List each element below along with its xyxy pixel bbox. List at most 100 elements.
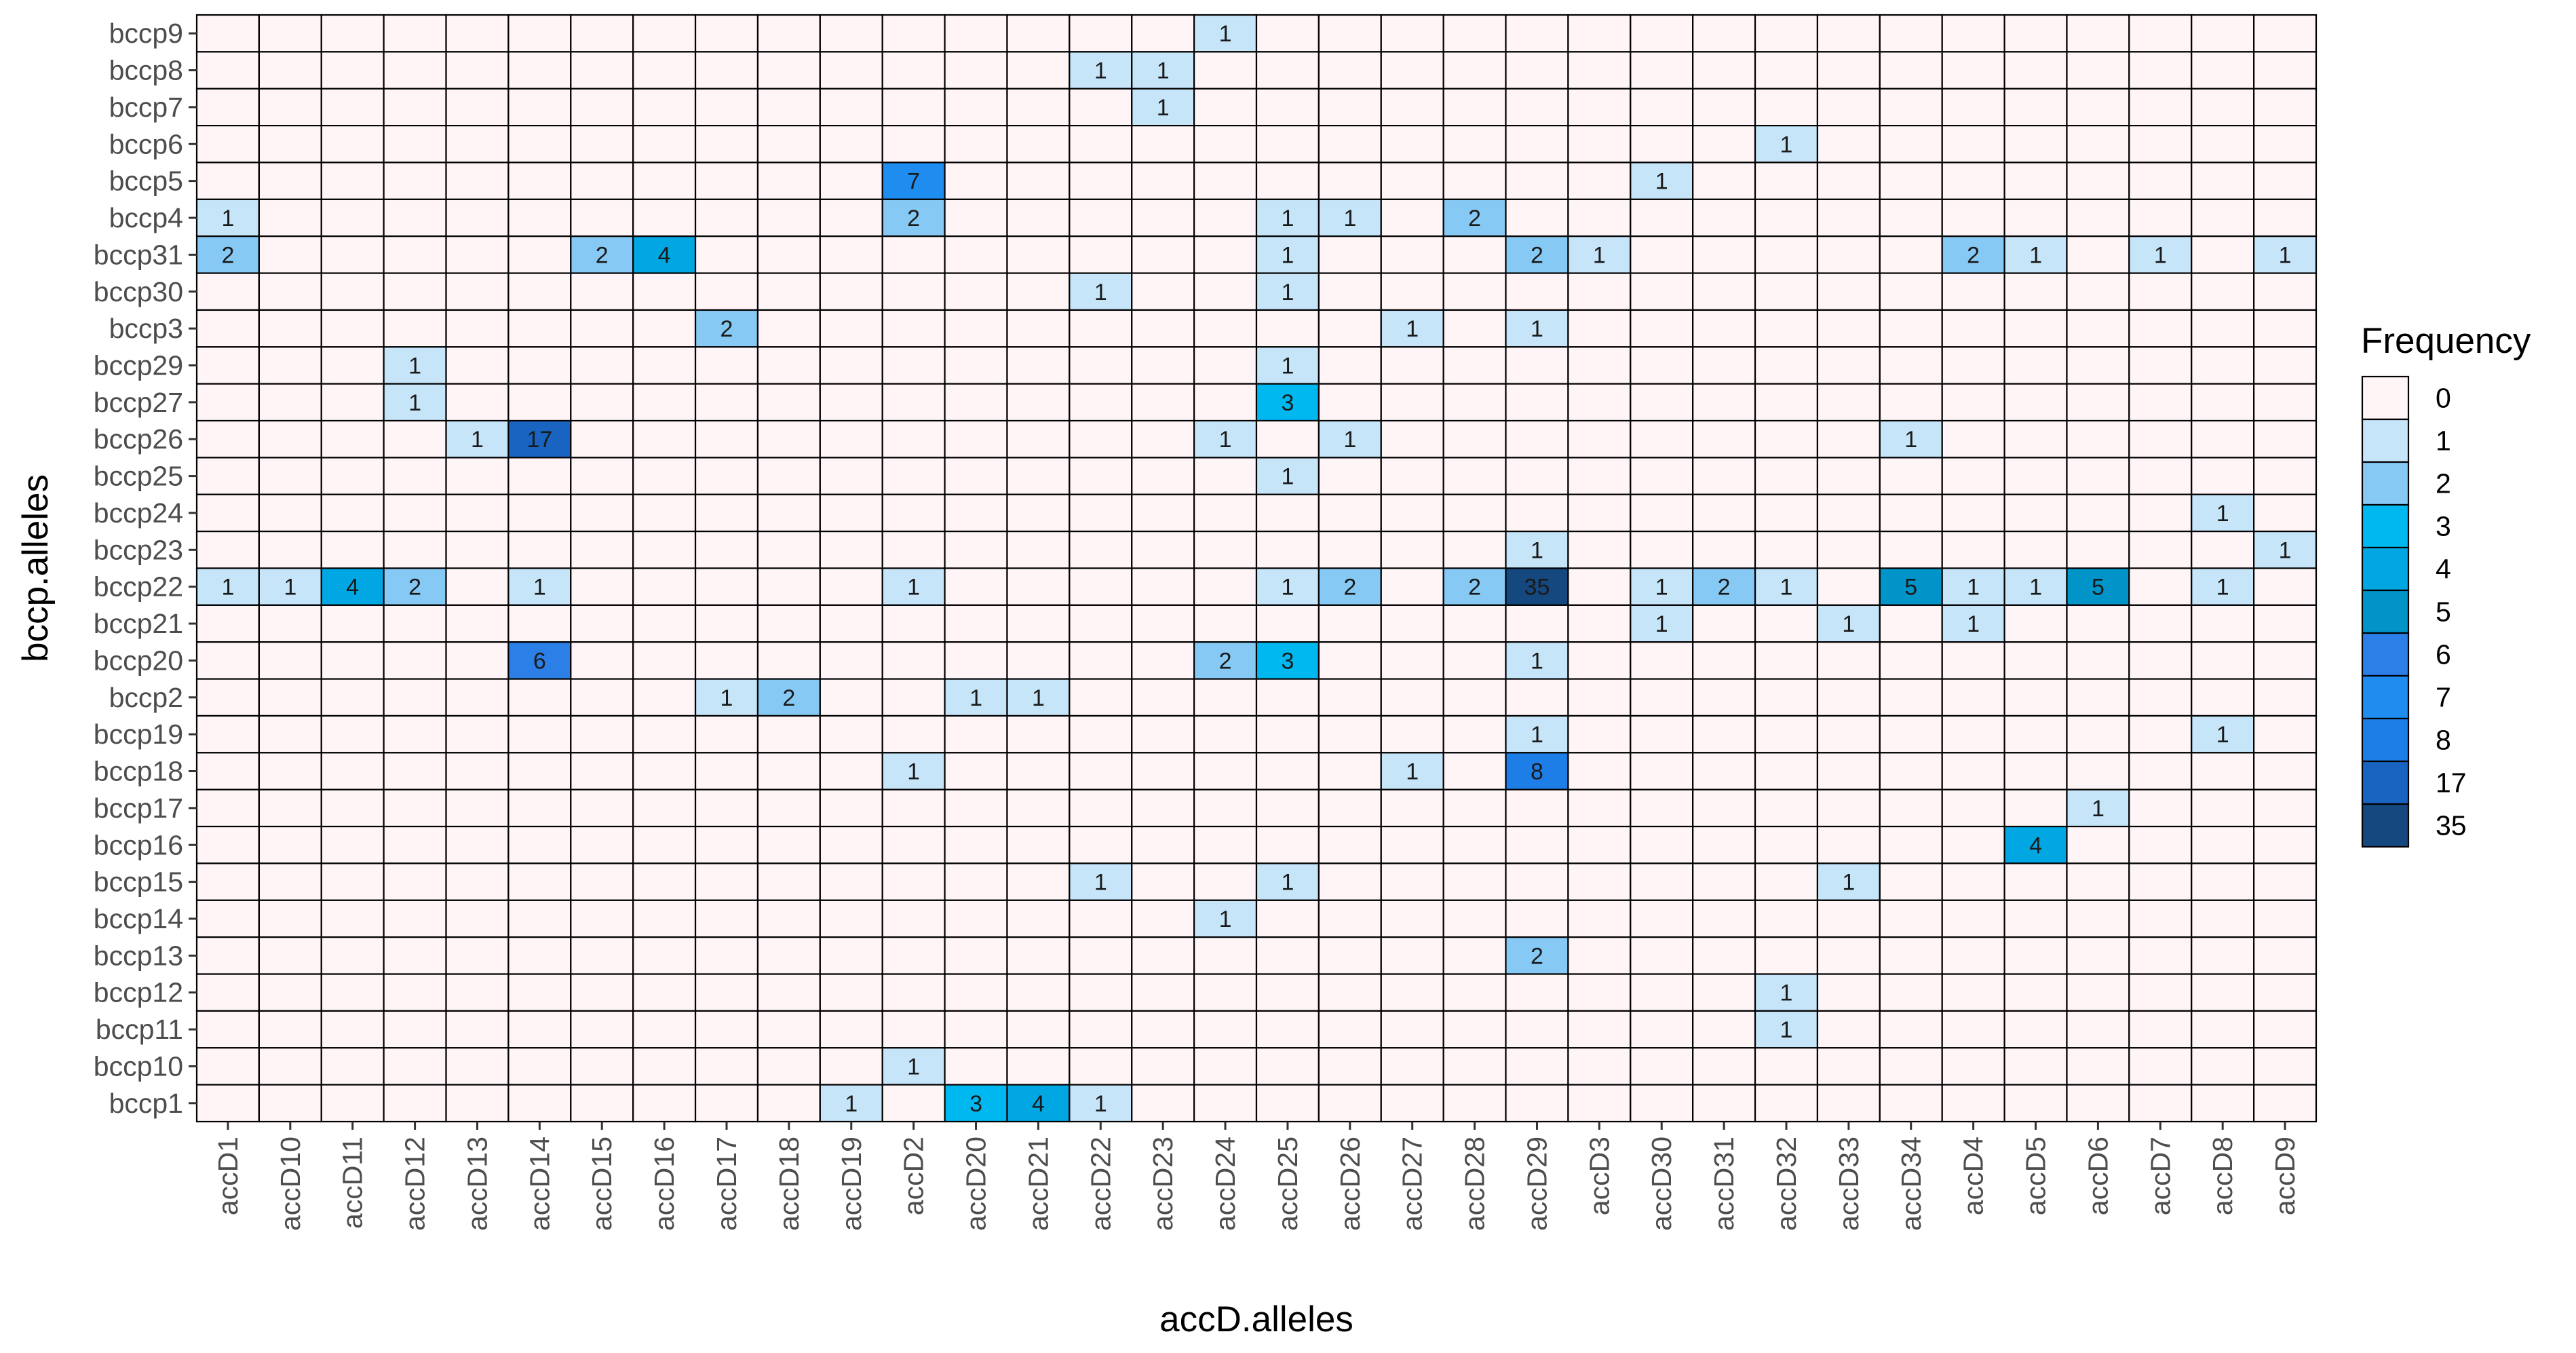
- heatmap-cell: [1941, 88, 2005, 127]
- heatmap-cell: [1630, 899, 1694, 938]
- heatmap-cell: [819, 419, 883, 459]
- cell-value-label: 1: [845, 1091, 858, 1117]
- y-tick-label: bccp5: [109, 166, 183, 197]
- x-tick-label: accD30: [1646, 1137, 1677, 1231]
- heatmap-cell: [2066, 936, 2130, 975]
- heatmap-cell: [1069, 641, 1133, 680]
- heatmap-cell: [1255, 714, 1320, 754]
- heatmap-cell: [1879, 161, 1943, 200]
- heatmap-cell: [2128, 161, 2193, 200]
- heatmap-cell: [1754, 936, 1819, 975]
- heatmap-cell: [1505, 752, 1569, 790]
- heatmap-cell: [1006, 531, 1071, 569]
- heatmap-cell: [756, 1010, 821, 1049]
- heatmap-cell: [632, 936, 697, 975]
- heatmap-cell: [445, 936, 510, 975]
- heatmap-cell: [1380, 493, 1444, 533]
- heatmap-cell: [1754, 825, 1819, 864]
- heatmap-cell: [570, 788, 634, 828]
- heatmap-cell: [1442, 309, 1507, 348]
- heatmap-cell: [507, 788, 572, 828]
- heatmap-cell: [1692, 309, 1756, 348]
- heatmap-cell: [258, 714, 322, 754]
- heatmap-cell: [1505, 788, 1569, 828]
- heatmap-cell: [1131, 936, 1195, 975]
- heatmap-cell: [1816, 51, 1881, 90]
- heatmap-cell: [1006, 678, 1071, 717]
- heatmap-cell: [445, 678, 510, 717]
- heatmap-cell: [1442, 1084, 1507, 1123]
- heatmap-cell: [2066, 419, 2130, 459]
- heatmap-cell: [507, 14, 572, 53]
- heatmap-cell: [2253, 309, 2318, 348]
- heatmap-cell: [570, 419, 634, 459]
- heatmap-cell: [1692, 346, 1756, 385]
- heatmap-cell: [258, 235, 322, 274]
- heatmap-cell: [1069, 235, 1133, 274]
- heatmap-cell: [258, 88, 322, 127]
- heatmap-cell: [2003, 419, 2068, 459]
- heatmap-cell: [1816, 235, 1881, 274]
- heatmap-cell: [1442, 493, 1507, 533]
- heatmap-cell: [1442, 714, 1507, 754]
- heatmap-cell: [632, 346, 697, 385]
- heatmap-cell: [1941, 272, 2005, 311]
- heatmap-cell: [1505, 51, 1569, 90]
- heatmap-cell: [694, 419, 759, 459]
- heatmap-cell: [1567, 641, 1632, 680]
- heatmap-cell: [195, 51, 260, 90]
- heatmap-cell: [1069, 272, 1133, 311]
- heatmap-cell: [1879, 678, 1943, 717]
- heatmap-cell: [445, 567, 510, 606]
- heatmap-cell: [1567, 678, 1632, 717]
- heatmap-cell: [1816, 125, 1881, 164]
- heatmap-cell: [1692, 1047, 1756, 1086]
- heatmap-cell: [445, 788, 510, 828]
- heatmap-cell: [1630, 272, 1694, 311]
- heatmap-cell: [756, 125, 821, 164]
- heatmap-cell: [320, 1010, 385, 1049]
- heatmap-cell: [1380, 125, 1444, 164]
- heatmap-cell: [1816, 825, 1881, 864]
- heatmap-cell: [2191, 862, 2255, 901]
- legend-label: 1: [2436, 425, 2451, 457]
- heatmap-cell: [1941, 567, 2005, 606]
- x-tick-label: accD32: [1771, 1137, 1802, 1231]
- cell-value-label: 35: [1524, 575, 1550, 601]
- heatmap-cell: [1442, 383, 1507, 422]
- heatmap-cell: [1505, 1010, 1569, 1049]
- heatmap-cell: [1941, 419, 2005, 459]
- heatmap-cell: [1006, 567, 1071, 606]
- heatmap-cell: [881, 936, 946, 975]
- heatmap-cell: [570, 899, 634, 938]
- heatmap-cell: [1941, 1084, 2005, 1123]
- heatmap-cell: [632, 752, 697, 790]
- heatmap-cell: [1879, 1010, 1943, 1049]
- heatmap-cell: [819, 862, 883, 901]
- heatmap-cell: [570, 383, 634, 422]
- heatmap-cell: [383, 14, 447, 53]
- y-tick-label: bccp14: [94, 903, 183, 934]
- x-tick-label: accD3: [1583, 1137, 1615, 1215]
- heatmap-cell: [1505, 604, 1569, 643]
- x-tick-label: accD13: [461, 1137, 493, 1231]
- heatmap-cell: [570, 1010, 634, 1049]
- heatmap-cell: [2191, 752, 2255, 790]
- heatmap-cell: [1754, 198, 1819, 237]
- heatmap-cell: [1754, 899, 1819, 938]
- y-tick-label: bccp11: [96, 1014, 183, 1045]
- heatmap-cell: [1692, 714, 1756, 754]
- cell-value-label: 1: [1281, 464, 1294, 490]
- heatmap-cell: [1816, 531, 1881, 569]
- heatmap-cell: [1505, 457, 1569, 495]
- y-tick-label: bccp10: [94, 1050, 183, 1082]
- heatmap-cell: [1131, 198, 1195, 237]
- heatmap-cell: [2191, 272, 2255, 311]
- heatmap-cell: [1193, 198, 1258, 237]
- heatmap-cell: [1754, 309, 1819, 348]
- heatmap-cell: [632, 788, 697, 828]
- heatmap-cell: [1630, 641, 1694, 680]
- legend-swatch: [2361, 760, 2410, 805]
- heatmap-cell: [1193, 493, 1258, 533]
- heatmap-cell: [1941, 862, 2005, 901]
